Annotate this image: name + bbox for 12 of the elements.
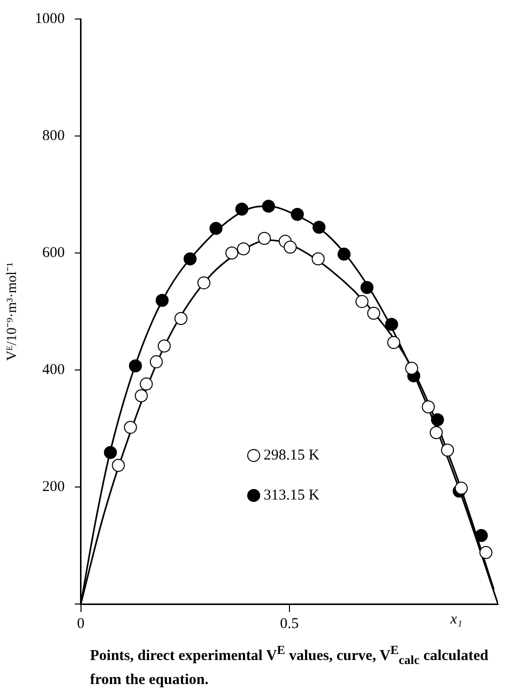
text: Points, direct experimental V$^{E}$ values, curve, V$^{E}$$_{calc}$ calculated from the equation.: [90, 643, 488, 688]
y-tick-label: 400: [42, 362, 65, 378]
x-tick-label: 0.5: [280, 616, 299, 632]
y-tick-label: 200: [42, 478, 65, 495]
legend-label: 298.15 K: [264, 447, 320, 464]
x-tick-label: 0: [77, 616, 85, 632]
y-tick-label: 1000: [34, 10, 65, 27]
y-tick-label: 600: [42, 244, 65, 261]
y-axis-title: Vᴱ/10⁻⁹·m³·mol⁻¹: [5, 262, 20, 361]
x-axis-title: x₁: [449, 611, 462, 628]
y-tick-label: 800: [42, 128, 65, 144]
legend-label: 313.15 K: [264, 487, 320, 504]
